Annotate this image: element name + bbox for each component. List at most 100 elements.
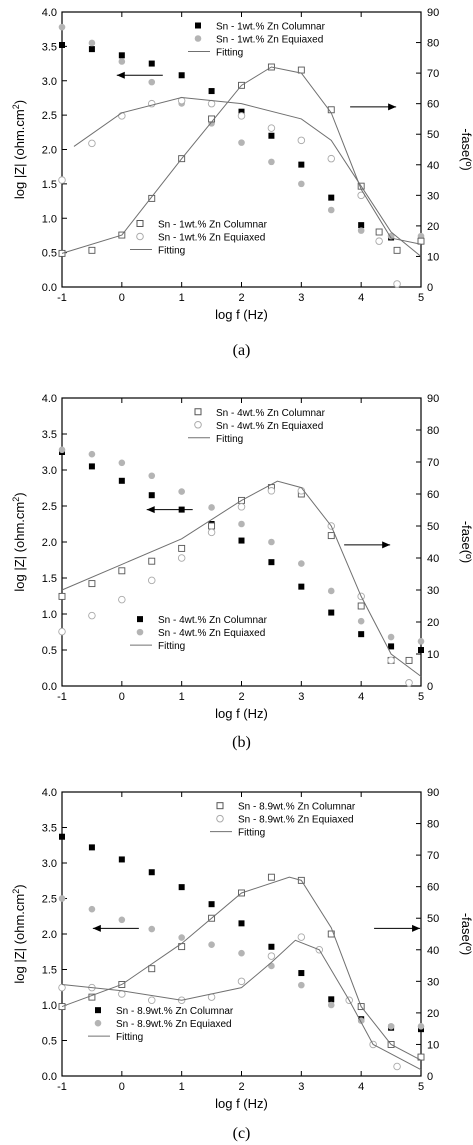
y-left-tick-label: 0.5: [42, 1036, 57, 1048]
data-point: [88, 580, 96, 588]
legend-entry: Sn - 1wt.% Zn Columnar: [158, 220, 268, 231]
data-point: [327, 930, 335, 938]
data-point: [238, 949, 245, 957]
y-left-axis-label-text: log |Z| (ohm.cm: [12, 109, 27, 199]
y-left-tick-label: 3.5: [42, 823, 57, 835]
data-point: [207, 528, 216, 537]
data-point: [357, 617, 365, 625]
y-right-tick-label: 40: [427, 160, 439, 172]
series-line: [61, 939, 422, 1071]
data-point: [357, 602, 365, 610]
axis-arrow-head: [382, 541, 391, 549]
data-point: [327, 532, 335, 540]
legend-entry: Fitting: [158, 246, 185, 257]
legend-entry: Fitting: [158, 641, 185, 652]
legend-entry: Fitting: [116, 1032, 143, 1043]
data-point: [298, 970, 305, 977]
panel-caption: (a): [233, 342, 251, 359]
data-point: [58, 446, 66, 454]
data-point: [268, 538, 275, 546]
axis-arrow-head: [92, 924, 101, 932]
data-point: [238, 139, 245, 146]
y-left-axis-label: log |Z| (ohm.cm2): [11, 884, 27, 983]
data-point: [268, 132, 275, 139]
data-point: [178, 72, 185, 79]
data-point: [118, 477, 125, 484]
data-point: [268, 158, 275, 166]
legend-entry: Sn - 1wt.% Zn Equiaxed: [216, 35, 323, 46]
legend-marker: [195, 22, 201, 29]
y-right-tick-label: 80: [427, 425, 439, 437]
y-right-tick-label: 0: [427, 1071, 433, 1083]
data-point: [387, 656, 395, 665]
data-point: [417, 638, 425, 645]
x-tick-label: 2: [238, 691, 244, 703]
data-point: [268, 962, 275, 970]
legend-entry: Sn - 8.9wt.% Zn Equiaxed: [238, 815, 354, 826]
legend-entry: Sn - 8.9wt.% Zn Columnar: [116, 1006, 234, 1017]
x-tick-label: 5: [418, 1081, 424, 1093]
y-left-tick-label: 0.0: [42, 681, 57, 693]
y-right-tick-label: 0: [427, 282, 433, 294]
x-tick-label: 3: [298, 691, 304, 703]
legend-marker: [136, 220, 144, 227]
y-left-tick-label: 2.5: [42, 894, 57, 906]
data-point: [417, 237, 425, 245]
x-tick-label: 3: [298, 1081, 304, 1093]
data-point: [118, 916, 126, 924]
y-right-tick-label: 40: [427, 553, 439, 565]
legend-marker: [216, 802, 224, 810]
y-left-axis-label-sup: 2: [11, 104, 21, 109]
y-left-axis-label-end: ): [12, 492, 27, 496]
series-line: [61, 66, 422, 254]
y-right-axis-label: -fase(º): [459, 128, 473, 170]
data-point: [405, 656, 413, 664]
y-left-axis-label-end: ): [12, 100, 27, 104]
data-point: [148, 925, 156, 933]
data-point: [298, 583, 305, 590]
data-point: [88, 450, 96, 458]
data-point: [267, 124, 276, 132]
data-point: [387, 633, 395, 641]
x-tick-label: 3: [298, 292, 304, 304]
data-point: [148, 492, 155, 499]
data-point: [208, 941, 215, 948]
x-tick-label: -1: [57, 1081, 67, 1093]
y-right-tick-label: 60: [427, 882, 439, 894]
legend-entry: Fitting: [216, 434, 243, 445]
y-right-tick-label: 20: [427, 1008, 439, 1020]
data-point: [148, 965, 156, 973]
x-tick-label: 2: [238, 1081, 244, 1093]
data-point: [388, 643, 395, 650]
x-tick-label: 0: [119, 691, 125, 703]
panel-caption: (b): [232, 734, 251, 751]
y-left-tick-label: 0.5: [42, 248, 57, 260]
chart-panel-2: -1 0 1 2 3 4 5 0.0 0.5 1.0 1.5 2.0 2.5 3.0 3.5 4.0 0 10 20…: [11, 393, 473, 751]
data-point: [328, 609, 335, 616]
data-point: [267, 873, 275, 881]
panel-caption: (c): [233, 1125, 251, 1142]
y-left-axis-label: log |Z| (ohm.cm2): [11, 492, 27, 591]
y-left-tick-label: 4.0: [42, 393, 57, 405]
y-left-tick-label: 1.5: [42, 179, 57, 191]
x-tick-label: 5: [418, 691, 424, 703]
data-point: [405, 679, 413, 687]
data-point: [328, 996, 335, 1003]
x-tick-label: 0: [119, 1081, 125, 1093]
data-point: [59, 42, 65, 48]
legend-entry: Sn - 8.9wt.% Zn Columnar: [238, 802, 356, 813]
legend-phase: Sn - 4wt.% Zn Columnar Sn - 4wt.% Zn Equi…: [188, 408, 326, 445]
legend-entry: Fitting: [216, 48, 243, 59]
y-right-tick-label: 10: [427, 649, 439, 661]
y-left-tick-label: 4.0: [42, 7, 57, 19]
legend-entry: Fitting: [238, 828, 265, 839]
data-point: [88, 246, 96, 254]
y-right-tick-label: 90: [427, 393, 439, 405]
data-point: [58, 592, 66, 600]
data-point: [118, 595, 126, 604]
y-right-tick-label: 70: [427, 68, 439, 80]
y-left-tick-label: 3.5: [42, 41, 57, 53]
y-right-tick-label: 50: [427, 913, 439, 925]
data-point: [59, 833, 65, 840]
y-left-tick-label: 2.0: [42, 537, 57, 549]
